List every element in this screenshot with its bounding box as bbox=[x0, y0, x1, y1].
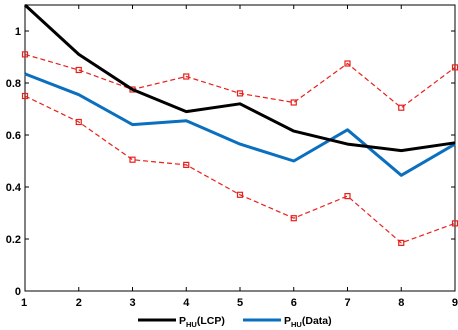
legend-item: PHU(Data) bbox=[243, 315, 332, 329]
series-data bbox=[24, 72, 456, 177]
data-point-marker bbox=[129, 156, 136, 163]
series-lcp bbox=[23, 3, 456, 153]
data-point-marker bbox=[183, 73, 190, 80]
data-point-marker bbox=[398, 239, 405, 246]
x-tick-label: 8 bbox=[398, 297, 404, 309]
series-line bbox=[24, 72, 456, 177]
y-tick-label: 0.6 bbox=[6, 130, 21, 142]
data-point-marker bbox=[290, 99, 297, 106]
data-point-marker bbox=[21, 51, 29, 58]
y-tick-label: 1 bbox=[15, 26, 21, 38]
x-tick-label: 5 bbox=[237, 297, 243, 309]
data-point-marker bbox=[21, 92, 29, 100]
legend: PHU(LCP) PHU(Data) bbox=[138, 315, 332, 329]
series-line bbox=[24, 53, 456, 109]
bound-series-3 bbox=[21, 92, 458, 246]
y-tick-label: 0.8 bbox=[6, 78, 21, 90]
x-tick-label: 1 bbox=[21, 297, 27, 309]
legend-item: PHU(LCP) bbox=[138, 315, 225, 329]
data-point-marker bbox=[75, 118, 82, 126]
y-axis: 0 0.2 0.4 0.6 0.8 1 bbox=[6, 26, 455, 298]
data-point-marker bbox=[398, 104, 405, 111]
x-tick-label: 2 bbox=[76, 297, 82, 309]
x-tick-label: 6 bbox=[291, 297, 297, 309]
data-point-marker bbox=[236, 90, 244, 97]
y-tick-label: 0 bbox=[15, 286, 21, 298]
y-tick-label: 0.4 bbox=[6, 182, 22, 194]
data-point-marker bbox=[344, 60, 351, 67]
data-point-marker bbox=[75, 66, 82, 74]
legend-label: PHU(Data) bbox=[284, 315, 332, 329]
x-tick-label: 7 bbox=[344, 297, 350, 309]
series-line bbox=[23, 3, 456, 153]
legend-label: PHU(LCP) bbox=[179, 315, 225, 329]
x-tick-label: 4 bbox=[183, 297, 190, 309]
series-layer bbox=[21, 3, 458, 246]
data-point-marker bbox=[344, 193, 351, 200]
series-line bbox=[24, 95, 456, 244]
x-axis: 1 2 3 4 5 6 7 8 9 bbox=[21, 5, 458, 309]
plot-area: 0 0.2 0.4 0.6 0.8 1 1 2 3 4 5 6 7 8 9 bbox=[6, 3, 458, 309]
data-point-marker bbox=[236, 191, 244, 198]
x-tick-label: 3 bbox=[129, 297, 135, 309]
x-tick-label: 9 bbox=[452, 297, 458, 309]
data-point-marker bbox=[290, 215, 297, 222]
bound-series-2 bbox=[21, 51, 458, 111]
y-tick-label: 0.2 bbox=[6, 234, 21, 246]
data-point-marker bbox=[183, 161, 190, 168]
